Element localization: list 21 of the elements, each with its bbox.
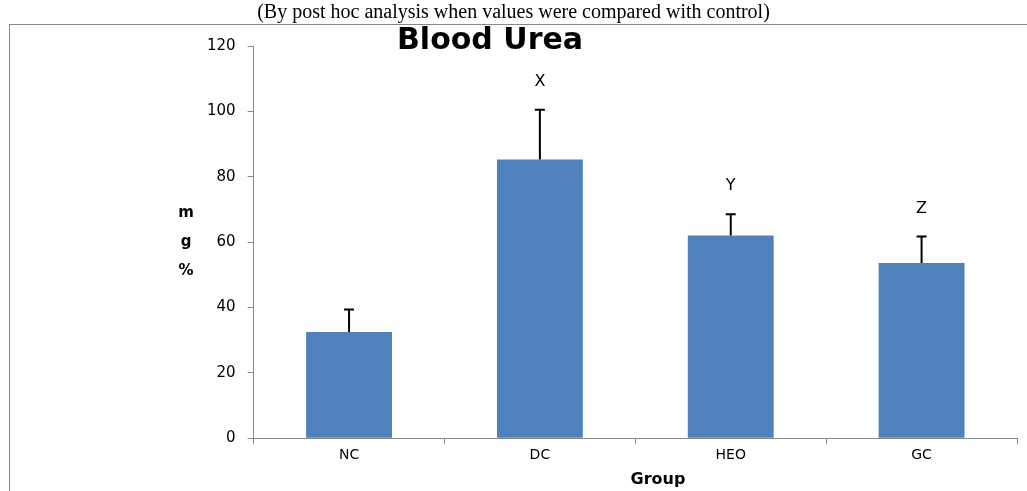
chart-subtitle: (By post hoc analysis when values were compared with control) [256, 0, 771, 23]
y-tick-label: 100 [206, 101, 236, 120]
x-axis-title: Group [630, 469, 686, 489]
bar [878, 263, 965, 438]
y-tick-label: 0 [226, 428, 236, 447]
bar [306, 331, 392, 438]
x-tick-label: DC [529, 446, 551, 463]
y-tick-label: 80 [216, 166, 236, 185]
annotation: Y [724, 175, 736, 195]
y-tick-label: 20 [216, 362, 236, 381]
x-tick-label: GC [911, 446, 933, 463]
bar [687, 235, 774, 438]
y-tick-label: 60 [216, 231, 236, 250]
x-tick-label: HEO [715, 446, 746, 463]
y-tick-label: 120 [206, 35, 236, 54]
y-tick-label: 40 [216, 297, 236, 316]
y-axis-title: mg% [178, 202, 194, 279]
annotation: X [534, 70, 546, 90]
annotation: Z [916, 197, 928, 217]
x-tick-label: NC [338, 446, 360, 463]
bar [496, 159, 583, 438]
